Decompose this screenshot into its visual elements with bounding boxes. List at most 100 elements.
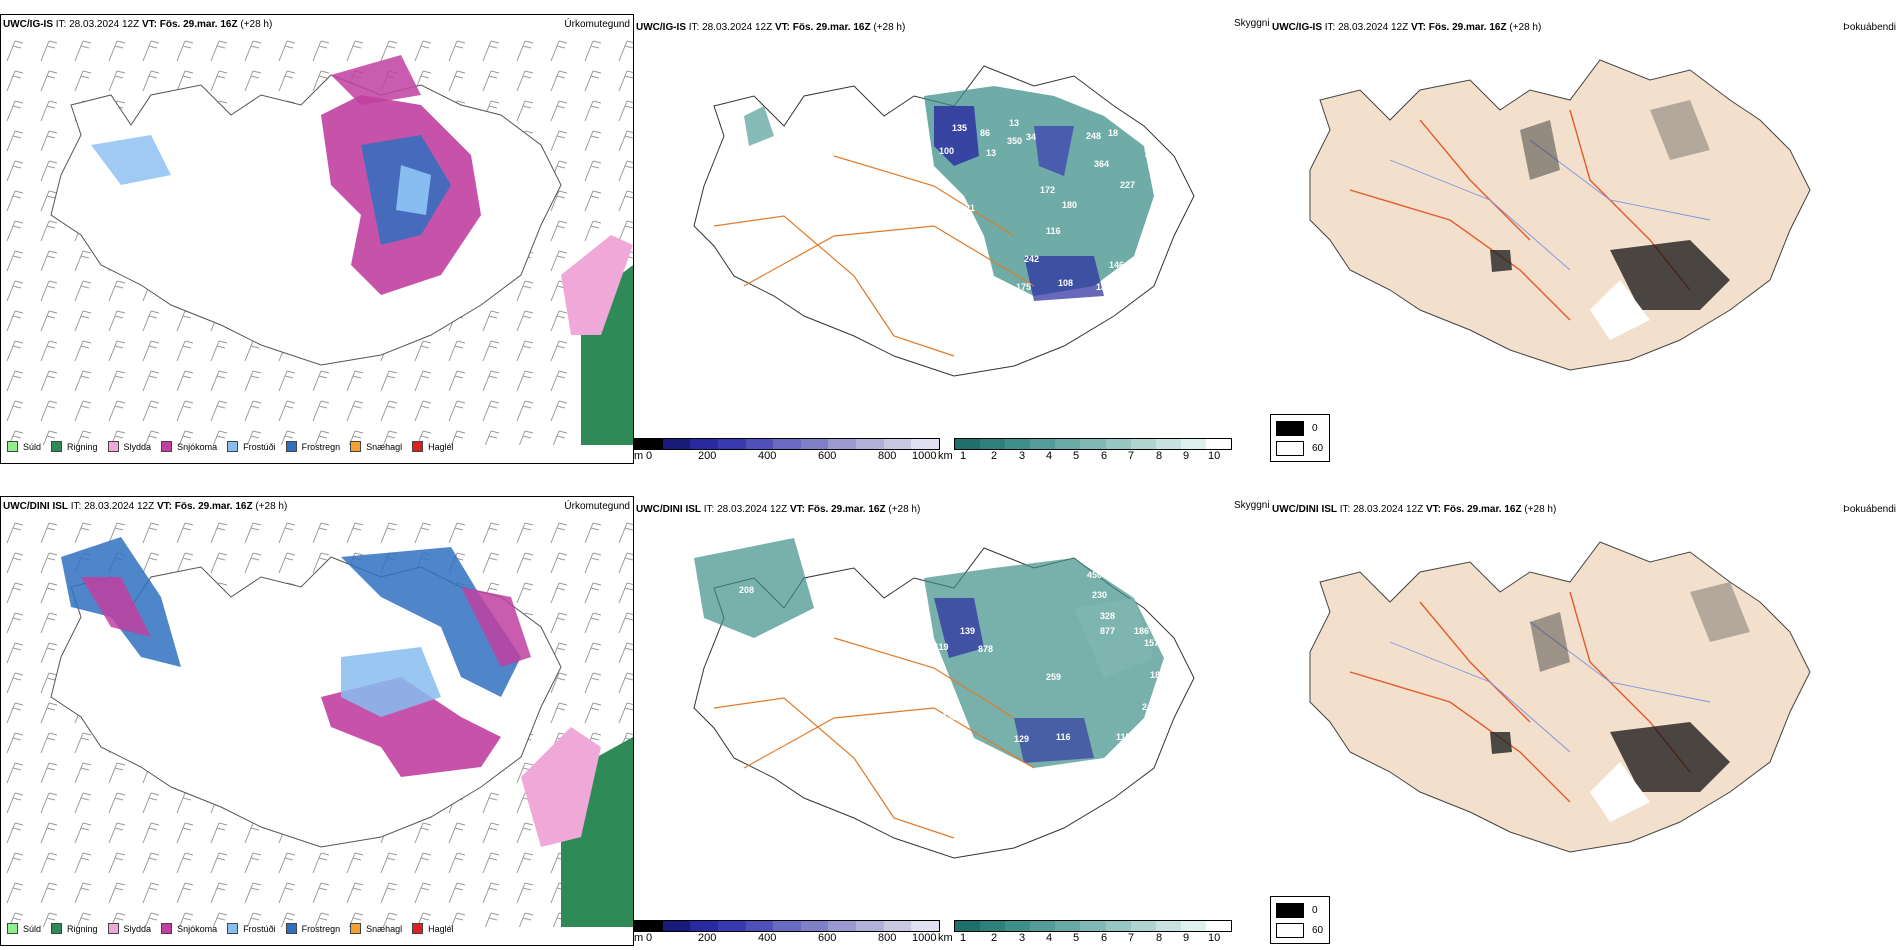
legend-item: Frostúði	[227, 923, 276, 934]
legend-swatch	[350, 923, 362, 934]
cbar-tick: 200	[698, 932, 717, 944]
cbar-tick: 3	[1019, 932, 1026, 944]
peak-label: 13	[1009, 118, 1019, 128]
fog-legend-row: 0	[1276, 421, 1318, 436]
legend-swatch	[51, 441, 63, 452]
peak-label: 164	[944, 268, 959, 278]
peak-label: 161	[954, 268, 969, 278]
legend-item: Súld	[7, 923, 41, 934]
cbar-tick: 2	[991, 450, 998, 462]
peak-label: 157	[1144, 638, 1159, 648]
panel-type-label: Skyggni	[1234, 500, 1270, 511]
cbar-tick: 10	[1208, 450, 1221, 462]
legend-swatch	[227, 441, 239, 452]
visibility-unit: km	[938, 932, 953, 944]
cloud-panel-top: UWC/IG-IS IT: 28.03.2024 12Z VT: Fös. 29…	[634, 14, 1328, 464]
legend-swatch	[285, 923, 297, 934]
cloud-base-unit: m	[634, 450, 644, 462]
cbar-tick: 5	[1073, 932, 1080, 944]
peak-label: 877	[1100, 626, 1115, 636]
fog-legend-row: 60	[1276, 441, 1323, 456]
peak-label: 878	[978, 644, 993, 654]
panel-type-label: Úrkomutegund	[564, 19, 630, 30]
cbar-tick: 8	[1156, 932, 1163, 944]
cbar-tick: 600	[818, 932, 837, 944]
panel-type-label: Skyggni	[1234, 18, 1270, 29]
precip-legend: Súld Rigning Slydda Snjókoma Frostúði Fr…	[7, 441, 464, 452]
cbar-tick: 5	[1073, 450, 1080, 462]
legend-item: Frostregn	[285, 923, 340, 934]
legend-item: Rigning	[51, 441, 98, 452]
peak-label: 134	[1096, 282, 1111, 292]
panel-header: UWC/DINI ISL IT: 28.03.2024 12Z VT: Fös.…	[3, 501, 288, 512]
legend-swatch	[7, 923, 18, 934]
cbar-tick: 9	[1183, 932, 1190, 944]
legend-item: Súld	[7, 441, 41, 452]
legend-swatch	[350, 441, 362, 452]
precip-map	[1, 35, 633, 445]
peak-label: 139	[960, 626, 975, 636]
peak-label: 450	[1087, 570, 1102, 580]
fog-map	[1309, 59, 1811, 371]
cloud-base-colorbar	[634, 920, 940, 932]
cbar-tick: 400	[758, 932, 777, 944]
legend-item: Frostúði	[227, 441, 276, 452]
peak-label: 242	[1024, 254, 1039, 264]
cloud-base-unit: m	[634, 932, 644, 944]
cbar-tick: 0	[646, 932, 653, 944]
peak-label: 116	[1046, 226, 1061, 236]
legend-swatch	[412, 923, 424, 934]
legend-item: Haglél	[412, 923, 454, 934]
cloud-panel-bottom: UWC/DINI ISL IT: 28.03.2024 12Z VT: Fös.…	[634, 496, 1270, 946]
legend-item: Frostregn	[285, 441, 340, 452]
iceland-outline	[1309, 59, 1811, 371]
visibility-colorbar	[954, 438, 1232, 450]
peak-label: 135	[952, 123, 967, 133]
peak-label: 175	[1016, 282, 1031, 292]
legend-swatch	[107, 923, 119, 934]
fog-panel-top: UWC/IG-IS IT: 28.03.2024 12Z VT: Fös. 29…	[1270, 14, 1900, 414]
peak-label: 18	[1108, 128, 1118, 138]
fog-map	[1309, 541, 1811, 853]
cbar-tick: 200	[698, 450, 717, 462]
peak-label: 115	[1116, 732, 1131, 742]
iceland-outline	[50, 556, 562, 848]
cbar-tick: 1	[960, 932, 967, 944]
peak-label: 248	[1086, 131, 1101, 141]
peak-label: 186	[1150, 670, 1165, 680]
cloud-map: 450 230 162 328 877 186 139 878 119 157 …	[693, 538, 1195, 859]
cbar-tick: 7	[1128, 932, 1135, 944]
cbar-tick: 7	[1128, 450, 1135, 462]
peak-label: 86	[980, 128, 990, 138]
peak-label: 146	[1109, 260, 1124, 270]
peak-label: 108	[1058, 278, 1073, 288]
legend-item: Slydda	[107, 441, 151, 452]
peak-label: 162	[1124, 582, 1139, 592]
peak-label: 129	[1014, 734, 1029, 744]
peak-label: 350	[1007, 136, 1022, 146]
legend-item: Slydda	[107, 923, 151, 934]
peak-label: 138	[942, 712, 957, 722]
panel-type-label: Þokuábendi	[1843, 504, 1896, 515]
cbar-tick: 10	[1208, 932, 1221, 944]
peak-label: 186	[1134, 626, 1149, 636]
cbar-tick: 4	[1046, 450, 1053, 462]
cbar-tick: 600	[818, 450, 837, 462]
peak-label: 160	[1164, 654, 1179, 664]
legend-item: Snjókoma	[161, 441, 217, 452]
peak-label: 119	[934, 642, 949, 652]
peak-label: 121	[960, 203, 975, 213]
legend-item: Snæhagl	[350, 923, 402, 934]
fog-legend-box: 0 60	[1270, 896, 1330, 944]
cbar-tick: 6	[1101, 450, 1108, 462]
cbar-tick: 4	[1046, 932, 1053, 944]
peak-label: 328	[1100, 611, 1115, 621]
cbar-tick: 2	[991, 932, 998, 944]
peak-label: 193	[1146, 229, 1161, 239]
cloud-base-colorbar	[634, 438, 940, 450]
precip-map	[1, 517, 633, 927]
fog-legend-row: 0	[1276, 903, 1318, 918]
fog-swatch	[1276, 441, 1304, 456]
legend-swatch	[227, 923, 239, 934]
legend-swatch	[51, 923, 63, 934]
